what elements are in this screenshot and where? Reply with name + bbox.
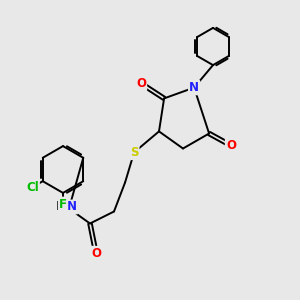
Text: O: O (136, 77, 146, 90)
Text: Cl: Cl (26, 181, 39, 194)
Text: N: N (189, 81, 199, 94)
Text: O: O (226, 139, 236, 152)
Text: N: N (67, 200, 77, 214)
Text: O: O (91, 247, 101, 260)
Text: H: H (56, 200, 65, 214)
Text: S: S (130, 146, 138, 159)
Text: F: F (59, 198, 67, 211)
